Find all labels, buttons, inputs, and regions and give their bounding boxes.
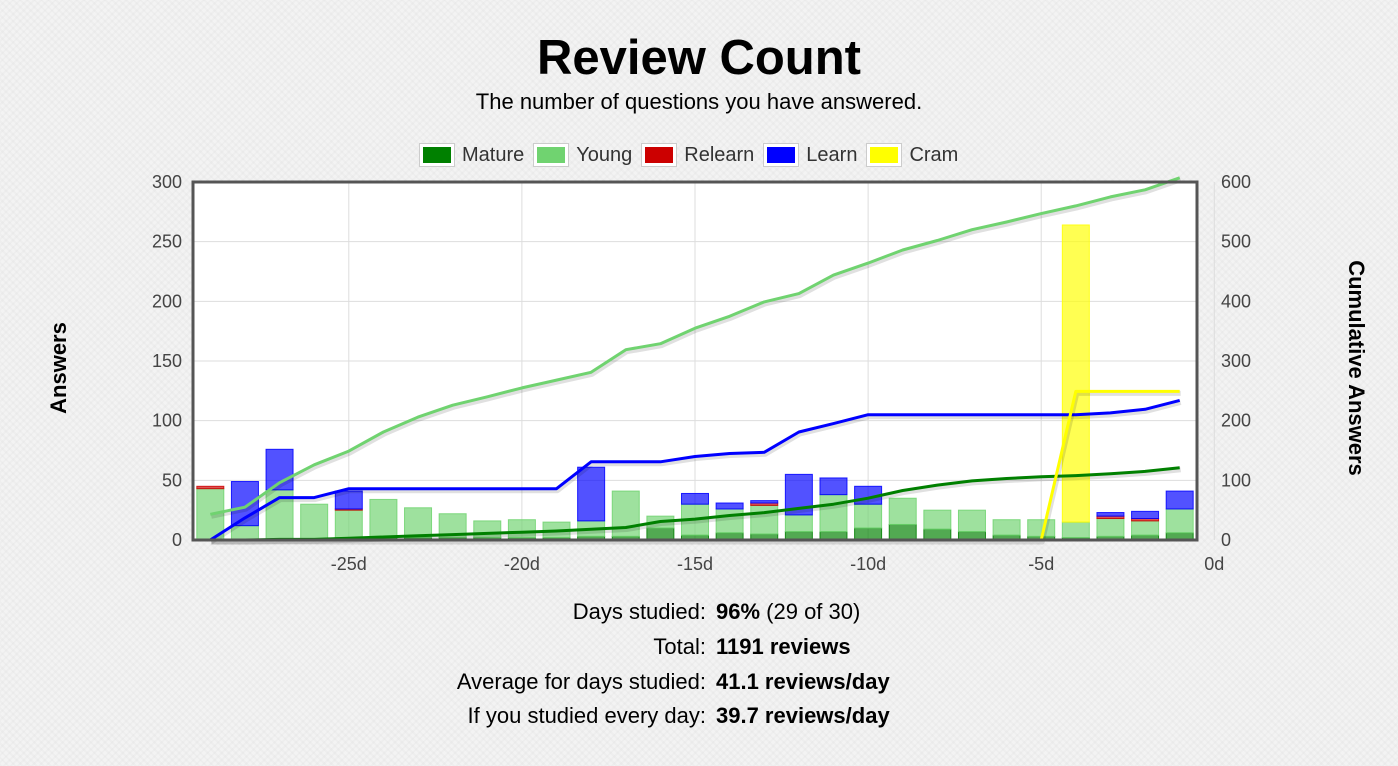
- bar-young: [819, 494, 848, 533]
- bar-learn: [1096, 512, 1125, 517]
- stat-value-bold: 39.7 reviews/day: [716, 703, 890, 728]
- stat-label: Total:: [653, 634, 706, 659]
- bar-young: [750, 504, 779, 535]
- bar-learn: [1165, 490, 1194, 510]
- bar-young: [404, 507, 433, 539]
- plot-frame: [191, 180, 1199, 542]
- y-tick-label-left: 200: [152, 291, 182, 311]
- legend-label: Mature: [462, 143, 525, 166]
- stat-label: Days studied:: [572, 599, 706, 624]
- bar-young: [300, 503, 329, 541]
- y-tick-label-right: 600: [1221, 172, 1251, 192]
- y-tick-label-right: 0: [1221, 530, 1231, 550]
- legend-item-cram[interactable]: Cram: [866, 143, 958, 167]
- x-tick-label: -5d: [1028, 554, 1054, 574]
- bar-young: [888, 497, 917, 525]
- bar-learn: [334, 490, 363, 510]
- y-tick-label-right: 500: [1221, 232, 1251, 252]
- y-tick-label-left: 0: [172, 530, 182, 550]
- cumulative-line-shadow: [209, 399, 1182, 545]
- bar-learn: [715, 502, 744, 510]
- cumulative-line-shadow: [211, 390, 1181, 545]
- x-tick-label: 0d: [1204, 554, 1224, 574]
- bar-mature: [923, 528, 952, 541]
- y-axis-label-left: Answers: [46, 322, 71, 414]
- y-tick-label-left: 100: [152, 411, 182, 431]
- legend-item-mature[interactable]: Mature: [419, 143, 524, 167]
- x-tick-label: -20d: [504, 554, 540, 574]
- stat-value: 1191 reviews: [716, 633, 851, 661]
- bar-young: [1131, 520, 1160, 536]
- y-tick-label-right: 200: [1221, 411, 1251, 431]
- cumulative-line-learn: [209, 398, 1181, 542]
- legend-swatch: [763, 143, 800, 167]
- bar-young: [1061, 521, 1090, 539]
- legend-label: Learn: [806, 143, 858, 166]
- bar-learn: [819, 477, 848, 496]
- stat-label: If you studied every day:: [467, 703, 706, 728]
- bar-young: [1165, 508, 1194, 534]
- legend-swatch: [866, 143, 903, 167]
- bar-mature: [888, 523, 917, 541]
- legend-swatch: [641, 143, 678, 167]
- stat-value: 41.1 reviews/day: [716, 668, 890, 696]
- bar-mature: [854, 527, 883, 541]
- legend-label: Relearn: [684, 143, 755, 166]
- bar-young: [854, 503, 883, 529]
- legend-item-relearn[interactable]: Relearn: [641, 143, 754, 167]
- y-axis-label-right: Cumulative Answers: [1344, 260, 1369, 476]
- chart-subtitle: The number of questions you have answere…: [475, 89, 923, 114]
- y-tick-label-right: 100: [1221, 470, 1251, 490]
- stat-value: 96% (29 of 30): [716, 598, 860, 626]
- x-tick-label: -10d: [850, 554, 886, 574]
- bar-young: [369, 498, 398, 539]
- bar-learn: [1131, 510, 1160, 520]
- bar-learn: [577, 466, 606, 522]
- chart-title: Review Count: [537, 31, 861, 85]
- cumulative-line-young: [209, 176, 1181, 516]
- bar-young: [957, 509, 986, 533]
- y-tick-label-right: 400: [1221, 291, 1251, 311]
- legend-swatch: [419, 143, 455, 167]
- stat-value-bold: 96%: [716, 599, 761, 624]
- cumulative-line-mature: [210, 466, 1180, 542]
- bar-relearn: [196, 485, 225, 490]
- legend-item-learn[interactable]: Learn: [763, 143, 857, 167]
- bar-young: [923, 509, 952, 530]
- legend-item-young[interactable]: Young: [533, 143, 632, 167]
- stat-value: 39.7 reviews/day: [716, 702, 890, 730]
- x-tick-label: -25d: [331, 554, 367, 574]
- cumulative-line-shadow: [210, 177, 1182, 519]
- stat-label: Average for days studied:: [456, 669, 706, 694]
- bar-cram: [1061, 224, 1090, 523]
- bar-young: [1096, 518, 1125, 537]
- bar-learn: [750, 500, 779, 504]
- bar-learn: [680, 492, 710, 505]
- bar-mature: [646, 527, 675, 541]
- stat-value-bold: 41.1 reviews/day: [716, 669, 890, 694]
- y-tick-label-left: 50: [162, 470, 182, 490]
- y-tick-label-left: 250: [152, 232, 182, 252]
- stat-value-detail: (29 of 30): [760, 599, 861, 624]
- y-tick-label-left: 150: [152, 351, 182, 371]
- bar-young: [334, 509, 363, 539]
- legend-swatch: [533, 143, 570, 167]
- y-tick-label-left: 300: [152, 172, 182, 192]
- legend-label: Young: [576, 143, 633, 166]
- bar-young: [438, 513, 467, 539]
- bar-young: [992, 519, 1021, 536]
- chart-legend: Mature Young Relearn Learn Cram: [419, 141, 967, 169]
- stat-value-bold: 1191 reviews: [716, 634, 851, 659]
- bar-young: [784, 514, 813, 533]
- x-tick-label: -15d: [677, 554, 713, 574]
- legend-label: Cram: [909, 143, 959, 166]
- y-tick-label-right: 300: [1221, 351, 1251, 371]
